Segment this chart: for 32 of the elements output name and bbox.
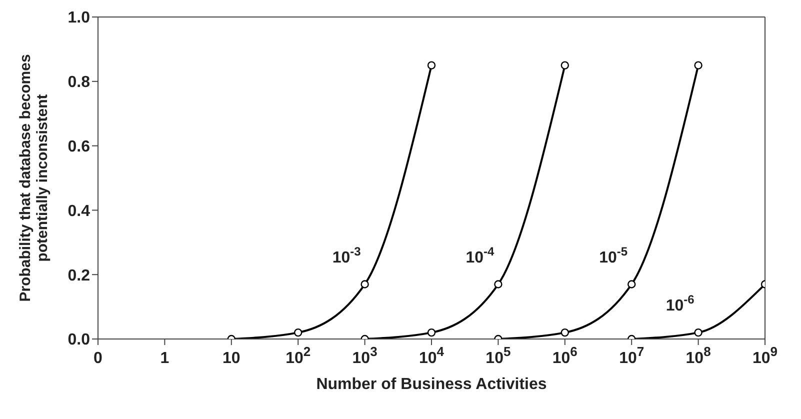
point — [560, 61, 569, 70]
series-label: 10$^{-5}$ — [599, 244, 628, 266]
y-tick-label: 0.8 — [68, 74, 90, 92]
x-tick-label: 1 — [160, 350, 170, 367]
point — [294, 328, 302, 337]
x-tick-label: 10$^{3}$ — [352, 344, 378, 367]
x-axis-title: Number of Business Activities — [316, 376, 547, 393]
x-tick-label: 10$^{2}$ — [286, 344, 311, 367]
series-label: 10$^{-4}$ — [466, 244, 495, 266]
x-tick-label: 10$^{8}$ — [686, 344, 711, 367]
x-tick-label: 0 — [94, 350, 103, 367]
series-label: 10$^{-3}$ — [332, 244, 362, 266]
point — [360, 280, 369, 288]
point — [694, 61, 702, 70]
y-tick-label: 0.0 — [68, 332, 90, 349]
y-axis-title: Probability that database becomes potentially inconsistent — [17, 54, 51, 302]
x-tick-label: 10$^{6}$ — [552, 344, 578, 367]
y-tick-label: 0.4 — [68, 202, 90, 220]
point — [560, 328, 569, 337]
x-tick-label: 10$^{5}$ — [486, 344, 511, 367]
y-tick-label: 0.2 — [68, 267, 90, 284]
point — [494, 280, 502, 288]
x-tick-label: 10 — [222, 350, 240, 367]
y-tick-label: 0.6 — [68, 138, 90, 156]
point — [628, 280, 636, 288]
y-tick-label: 1.0 — [68, 10, 90, 27]
point — [427, 61, 436, 70]
x-tick-label: 10$^{7}$ — [619, 344, 644, 367]
series-label: 10$^{-6}$ — [666, 292, 695, 315]
x-tick-label: 10$^{9}$ — [752, 344, 778, 367]
point — [427, 328, 436, 337]
x-tick-label: 10$^{4}$ — [418, 344, 445, 367]
